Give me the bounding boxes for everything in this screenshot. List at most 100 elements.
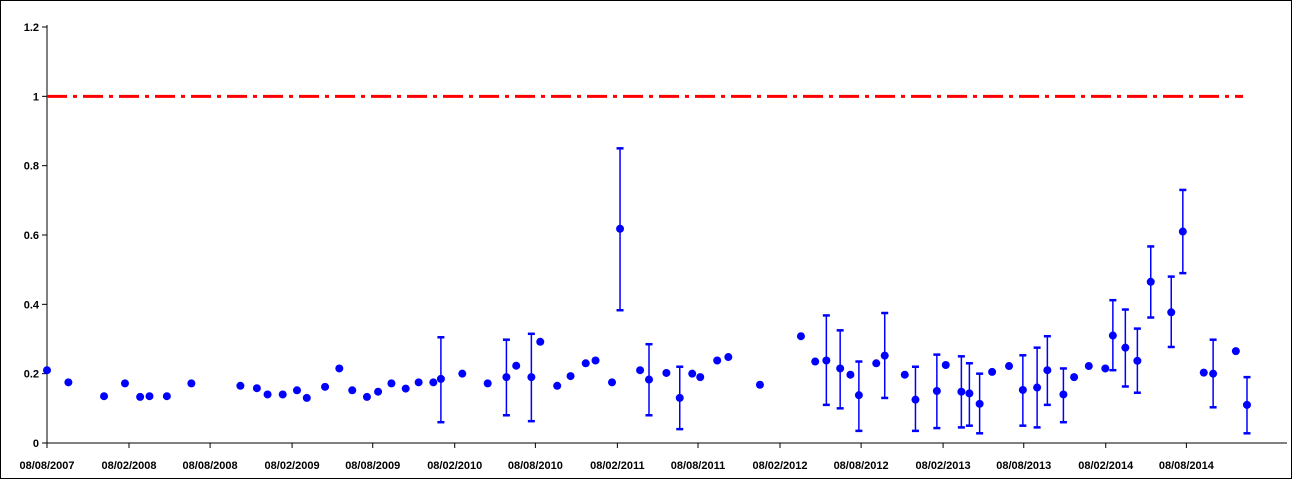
axes [42, 25, 1287, 448]
x-tick-label: 08/02/2008 [101, 460, 156, 472]
data-point [675, 393, 684, 402]
data-point [900, 370, 909, 379]
y-tick-label: 0 [33, 438, 39, 450]
data-point [252, 384, 261, 393]
data-point [846, 370, 855, 379]
data-point [755, 380, 764, 389]
data-point [536, 337, 545, 346]
data-point [236, 381, 245, 390]
data-point [120, 379, 129, 388]
data-point [100, 392, 109, 401]
data-point [1209, 369, 1218, 378]
data-point [941, 361, 950, 369]
data-point [1005, 362, 1014, 371]
data-point [713, 356, 722, 365]
x-tick-label: 08/08/2008 [183, 460, 238, 472]
y-tick-label: 1 [33, 91, 39, 103]
data-point [1146, 277, 1155, 286]
x-tick-label: 08/08/2012 [834, 460, 889, 472]
x-tick-label: 08/02/2012 [752, 460, 807, 472]
data-point [458, 369, 467, 378]
data-point [1043, 366, 1052, 375]
data-point [688, 369, 697, 378]
x-tick-label: 08/02/2009 [265, 460, 320, 472]
data-point [608, 378, 617, 387]
x-tick-label: 08/08/2011 [671, 460, 725, 472]
data-point [965, 389, 974, 398]
data-point [822, 356, 831, 365]
data-point [1033, 383, 1042, 392]
y-tick-label: 0.4 [24, 299, 40, 311]
data-point [988, 367, 997, 376]
data-point [616, 224, 625, 233]
data-point [1242, 400, 1251, 409]
data-point [436, 374, 445, 383]
data-point [1059, 390, 1068, 399]
x-tick-label: 08/02/2014 [1078, 460, 1134, 472]
x-tick-label: 08/08/2013 [996, 460, 1051, 472]
data-point [292, 386, 301, 395]
data-point [1084, 362, 1093, 371]
data-point [932, 387, 941, 395]
data-point [796, 332, 805, 341]
data-point [645, 375, 653, 384]
data-point [1133, 356, 1142, 365]
data-point [278, 390, 287, 399]
y-tick-label: 1.2 [24, 22, 39, 34]
data-point [1101, 364, 1110, 373]
data-point [581, 359, 590, 368]
y-tick-label: 0.6 [24, 230, 39, 242]
data-point [1018, 385, 1027, 394]
data-point [136, 392, 145, 401]
data-point [1178, 227, 1187, 236]
data-point [566, 372, 575, 381]
data-point [1199, 368, 1208, 377]
x-tick-label: 08/02/2011 [590, 460, 644, 472]
data-point [724, 353, 733, 362]
data-point [1108, 331, 1117, 340]
data-point [321, 382, 330, 391]
data-point [911, 395, 920, 404]
data-point [187, 379, 196, 388]
data-point [302, 393, 311, 402]
data-point [374, 387, 383, 396]
data-point [662, 368, 671, 377]
x-tick-label: 08/08/2014 [1159, 460, 1215, 472]
y-tick-label: 0.8 [24, 161, 39, 173]
data-point [335, 364, 344, 373]
data-point [636, 366, 645, 375]
x-tick-label: 08/02/2013 [916, 460, 971, 472]
data-point [64, 378, 73, 387]
data-point [512, 361, 521, 370]
data-point [591, 356, 600, 365]
y-tick-label: 0.2 [24, 369, 39, 381]
data-point [696, 373, 705, 382]
data-point [401, 384, 410, 393]
data-point [362, 392, 371, 401]
data-point [1231, 347, 1240, 356]
data-point [162, 392, 171, 401]
data-point [387, 379, 396, 388]
data-point [414, 378, 423, 387]
tick-labels-group: 0 0.2 0.4 0.6 0.8 1 1.2 08/08/2007 08/02/2008 08/… [19, 22, 1214, 472]
x-tick-label: 08/08/2009 [345, 460, 400, 472]
data-point [263, 390, 272, 399]
data-point [483, 379, 492, 388]
data-point [811, 357, 820, 366]
data-point [348, 386, 357, 395]
data-point [429, 378, 438, 387]
x-tick-label: 08/08/2010 [508, 460, 563, 472]
data-point [527, 373, 536, 382]
data-point [1070, 373, 1079, 382]
data-point [1121, 343, 1130, 352]
data-point [880, 351, 889, 360]
data-point [854, 391, 863, 400]
data-points-group [43, 224, 1251, 409]
data-point [836, 364, 845, 373]
x-tick-label: 08/02/2010 [427, 460, 482, 472]
x-tick-label: 08/08/2007 [19, 460, 74, 472]
error-bars-group [437, 147, 1251, 435]
data-point [957, 387, 966, 396]
data-point [145, 392, 154, 401]
